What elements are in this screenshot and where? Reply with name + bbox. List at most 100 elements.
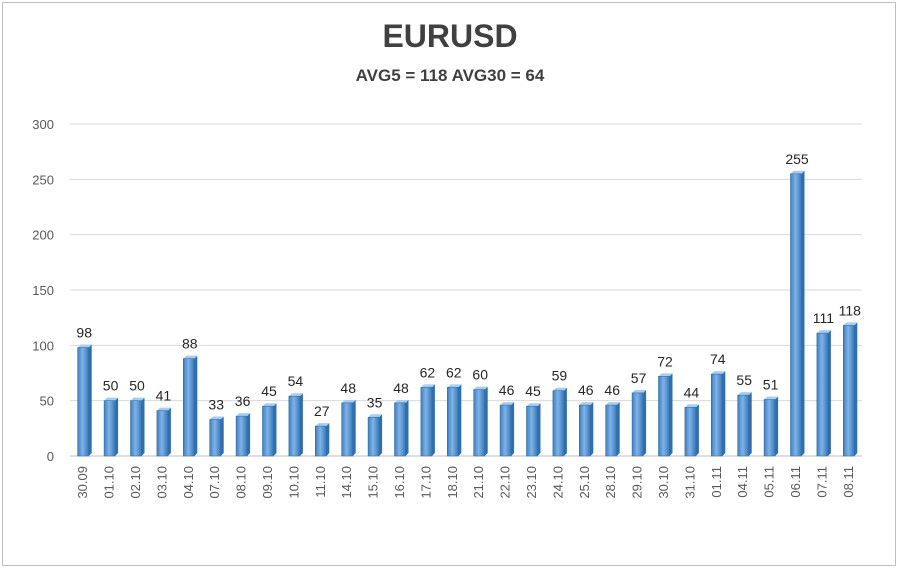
data-label: 74 [710,351,726,367]
x-tick-label: 08.11 [841,466,856,498]
bar-top [737,392,752,396]
bar-side [695,404,699,456]
x-tick-label: 03.10 [154,466,169,499]
data-label: 118 [839,302,862,318]
data-label: 50 [103,378,119,394]
bar-side [141,397,145,456]
bar [288,395,301,457]
data-label: 36 [235,393,251,409]
data-label: 46 [578,382,594,398]
bar-top [341,399,356,403]
x-tick-label: 17.10 [418,466,433,499]
data-label: 51 [763,377,779,393]
x-tick-label: 01.11 [709,466,724,498]
bar-top [816,330,831,334]
bar-top [605,402,620,406]
bar-side [511,402,515,456]
bar-side [590,402,594,456]
data-label: 46 [499,382,515,398]
bar [710,373,723,457]
x-tick-label: 31.10 [682,466,697,499]
data-label: 111 [813,310,834,326]
bar-side [220,416,224,456]
x-tick-label: 18.10 [445,466,460,499]
bar [552,390,565,457]
y-axis-ticks: 0 50 100 150 200 250 300 [32,117,54,464]
x-tick-label: 10.10 [286,466,301,499]
bar [842,325,855,457]
bar [578,404,591,457]
y-tick-label: 100 [32,338,54,353]
x-tick-label: 25.10 [577,466,592,499]
bar [420,387,433,457]
bar [183,358,195,457]
bar-side [194,355,198,456]
bar-side [247,413,251,456]
data-label: 46 [604,382,620,398]
bar-side [484,386,488,456]
bar [314,425,327,457]
chart-subtitle: AVG5 = 118 AVG30 = 64 [355,66,545,85]
y-tick-label: 300 [32,117,54,132]
bar [631,392,644,457]
bar-top [447,384,462,388]
data-label: 44 [684,384,700,400]
bar [816,332,829,457]
bar [446,387,459,457]
bar-side [458,384,462,456]
bar-side [299,393,303,456]
bar-top [183,355,198,359]
bar [209,419,221,457]
data-label: 48 [340,380,356,396]
bar-top [552,387,567,391]
bar-side [273,403,277,456]
data-label: 54 [288,373,304,389]
data-label: 48 [393,380,409,396]
bar [262,405,274,457]
bar-side [801,170,805,457]
bars [77,170,858,457]
bar-top [632,389,647,393]
bar-top [843,322,858,326]
bar [77,347,89,457]
bar [763,399,776,457]
data-label: 72 [657,353,673,369]
bar-side [669,373,673,456]
data-label: 55 [736,372,752,388]
bar [605,404,618,457]
bar-top [315,423,330,427]
data-label: 27 [314,403,330,419]
x-tick-label: 07.11 [814,466,829,498]
bar-top [420,384,435,388]
bar-side [827,330,831,456]
x-tick-label: 24.10 [550,466,565,499]
data-label: 41 [156,388,172,404]
data-label: 255 [785,151,809,167]
data-label: 62 [420,364,436,380]
bar [156,410,169,457]
x-tick-label: 04.10 [181,466,196,499]
data-label: 57 [631,370,647,386]
bar-top [579,402,594,406]
bar-side [775,396,779,456]
bar-side [537,403,541,456]
data-label: 45 [525,383,541,399]
bar [658,376,670,457]
bar [684,407,697,457]
bar [235,415,248,457]
x-tick-label: 01.10 [102,466,117,499]
data-label: 59 [552,368,568,384]
bar-top [684,404,699,408]
x-tick-label: 22.10 [498,466,513,499]
y-tick-label: 50 [40,394,54,409]
data-label: 33 [208,396,224,412]
bar [130,400,142,457]
data-label: 88 [182,336,198,352]
data-labels: 98 50 50 41 88 33 36 45 54 27 48 35 48 62 62 60 46 45 59 46… [76,151,861,419]
bar-side [722,371,726,456]
chart-title: EURUSD [382,18,518,54]
bar-top [209,416,224,420]
data-label: 62 [446,364,462,380]
x-tick-label: 29.10 [630,466,645,499]
